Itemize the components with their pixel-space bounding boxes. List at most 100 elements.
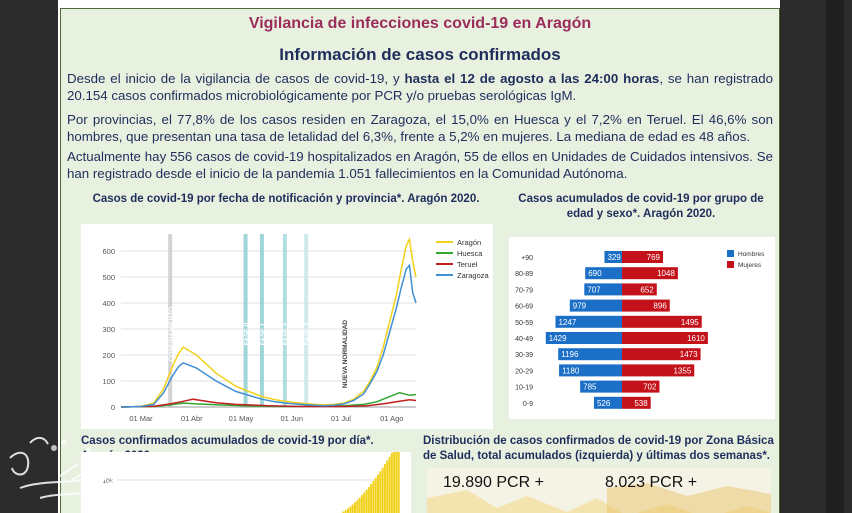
- chart3-container: 10k5k: [81, 452, 411, 513]
- daily-cumulative-bar: [397, 452, 400, 513]
- x-tick-label: 01 Abr: [181, 414, 203, 423]
- document-page: Vigilancia de infecciones covid-19 en Ar…: [58, 0, 780, 513]
- phase-label: NUEVA NORMALIDAD: [342, 320, 349, 389]
- age-group-label: +90: [521, 255, 533, 262]
- intro-text-bold: hasta el 12 de agosto a las 24:00 horas: [404, 71, 660, 86]
- chart1-container: 0 100 200 300 400 500 600 CONFINAMIENTO FASE 0 FA…: [81, 224, 493, 429]
- bar-value-hombres: 690: [588, 269, 602, 278]
- y-tick-label: 10k: [103, 478, 114, 485]
- chart4-title: Distribución de casos confirmados de cov…: [423, 435, 774, 462]
- daily-cumulative-bar: [379, 471, 382, 513]
- bar-hombres: [558, 348, 622, 361]
- daily-cumulative-bar: [365, 489, 368, 513]
- phase-label: FASE 2: [283, 322, 290, 345]
- bar-hombres: [593, 396, 622, 409]
- daily-cumulative-bar: [367, 487, 370, 513]
- age-sex-pyramid-chart: +90 329 769 80-89 690 1048 70-79 707 652 60-69 979…: [515, 250, 765, 409]
- daily-cumulative-bar: [344, 509, 347, 513]
- bar-mujeres: [622, 267, 678, 280]
- daily-cumulative-bar: [386, 460, 389, 513]
- bar-mujeres: [622, 364, 695, 377]
- bar-value-hombres: 329: [607, 253, 621, 262]
- bar-value-hombres: 1429: [549, 334, 567, 343]
- phase-label: FASE 1: [260, 322, 267, 345]
- phase-label: CONFINAMIENTO: [168, 307, 175, 362]
- zbs-map-area: [427, 468, 771, 513]
- bar-hombres: [555, 315, 622, 328]
- daily-cumulative-bar: [381, 467, 384, 513]
- age-group-label: 60-69: [515, 304, 533, 311]
- viewer-left-margin: [0, 0, 58, 513]
- bar-mujeres: [622, 380, 660, 393]
- daily-cumulative-bar: [349, 506, 352, 513]
- phase-band: [168, 234, 173, 407]
- age-group-label: 10-19: [515, 385, 533, 392]
- province-paragraph: Por provincias, el 77,8% de los casos re…: [67, 112, 773, 144]
- intro-text-b: , se han registrado 20.154 casos confirm…: [67, 71, 773, 103]
- cases-by-province-line-chart: 0 100 200 300 400 500 600 CONFINAMIENTO FASE 0 FA…: [102, 234, 490, 423]
- daily-cumulative-bar: [377, 474, 379, 513]
- pcr-total-value: 19.890 PCR +: [443, 474, 544, 491]
- legend-swatch: [727, 261, 734, 268]
- y-tick-label: 100: [102, 377, 115, 386]
- y-tick-label: 600: [102, 247, 115, 256]
- x-tick-label: 01 May: [229, 414, 254, 423]
- bar-value-hombres: 785: [583, 383, 597, 392]
- bar-value-hombres: 707: [587, 285, 601, 294]
- x-tick-label: 01 Ago: [380, 414, 403, 423]
- daily-cumulative-bar: [393, 452, 396, 513]
- bar-value-mujeres: 896: [653, 302, 667, 311]
- bar-value-mujeres: 1048: [657, 269, 675, 278]
- bar-hombres: [584, 283, 622, 296]
- legend-label: Huesca: [457, 249, 483, 258]
- intro-paragraph: Desde el inicio de la vigilancia de caso…: [67, 71, 773, 104]
- chart2-title: Casos acumulados de covid-19 por grupo d…: [518, 193, 764, 220]
- daily-cumulative-bar: [374, 477, 377, 513]
- daily-cumulative-bar: [372, 481, 375, 513]
- daily-cumulative-bar: [342, 511, 345, 513]
- vertical-scrollbar[interactable]: [826, 0, 844, 513]
- y-tick-label: 200: [102, 351, 115, 360]
- bar-hombres: [569, 299, 622, 312]
- phase-label: FASE 3: [304, 322, 311, 345]
- phase-label: FASE 0: [244, 322, 251, 345]
- y-tick-label: 300: [102, 325, 115, 334]
- series-line-aragón: [120, 236, 417, 408]
- daily-cumulative-bar: [360, 495, 363, 513]
- legend-swatch: [727, 250, 734, 257]
- chart1-title: Casos de covid-19 por fecha de notificac…: [92, 193, 480, 205]
- intro-text-a: Desde el inicio de la vigilancia de caso…: [67, 71, 405, 86]
- x-tick-label: 01 Mar: [129, 414, 153, 423]
- phase-band: [259, 234, 264, 407]
- daily-cumulative-bar: [390, 453, 393, 513]
- hospital-paragraph: Actualmente hay 556 casos de covid-19 ho…: [67, 149, 773, 181]
- phase-band: [282, 234, 287, 407]
- bar-mujeres: [622, 315, 702, 328]
- y-tick-label: 400: [102, 299, 115, 308]
- daily-cumulative-bar: [354, 502, 356, 513]
- age-group-label: 50-59: [515, 320, 533, 327]
- bar-mujeres: [622, 299, 670, 312]
- daily-cumulative-bar: [363, 492, 366, 513]
- daily-cumulative-bar: [395, 452, 398, 513]
- daily-cumulative-bar: [351, 504, 354, 513]
- age-group-label: 40-49: [515, 336, 533, 343]
- report-title: Vigilancia de infecciones covid-19 en Ar…: [248, 15, 592, 32]
- daily-cumulative-bar: [347, 508, 350, 513]
- age-group-label: 70-79: [515, 287, 533, 294]
- bar-value-hombres: 526: [597, 399, 611, 408]
- bar-value-hombres: 1196: [561, 350, 579, 359]
- bar-value-mujeres: 1495: [681, 318, 699, 327]
- daily-cumulative-bar: [383, 464, 386, 513]
- age-group-label: 20-29: [515, 368, 533, 375]
- bar-hombres: [585, 267, 622, 280]
- pcr-two-weeks-value: 8.023 PCR +: [605, 474, 698, 491]
- legend-label: Mujeres: [738, 262, 762, 269]
- bar-value-mujeres: 538: [634, 399, 648, 408]
- bar-value-hombres: 979: [573, 302, 587, 311]
- y-tick-label: 0: [111, 403, 115, 412]
- watermark-logo-icon: [9, 436, 151, 499]
- bar-mujeres: [622, 396, 651, 409]
- x-tick-label: 01 Jun: [281, 414, 304, 423]
- series-line-teruel: [120, 398, 417, 408]
